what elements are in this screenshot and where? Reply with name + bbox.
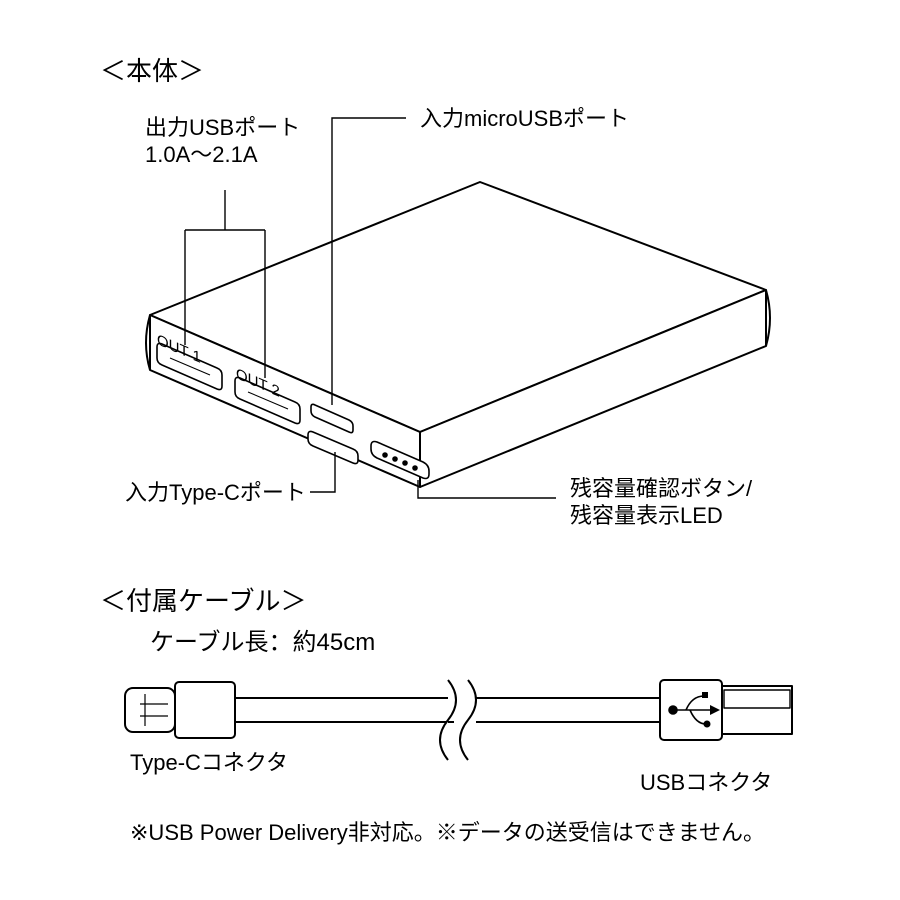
cable-drawing bbox=[125, 680, 792, 760]
section1-title: ＜本体＞ bbox=[100, 56, 204, 86]
typec-connector bbox=[125, 682, 235, 738]
callout-led-2: 残容量表示LED bbox=[570, 503, 723, 528]
usba-label: USBコネクタ bbox=[640, 770, 772, 795]
section2-title: ＜付属ケーブル＞ bbox=[100, 586, 306, 616]
device-body bbox=[146, 182, 770, 487]
footnote: ※USB Power Delivery非対応。※データの送受信はできません。 bbox=[130, 820, 765, 845]
cable-length-label: ケーブル長：約45cm bbox=[150, 629, 375, 656]
callout-usb-out-1: 出力USBポート bbox=[145, 115, 300, 140]
callout-led-1: 残容量確認ボタン/ bbox=[570, 476, 753, 501]
callout-micro: 入力microUSBポート bbox=[420, 106, 629, 131]
diagram-canvas: ＜本体＞ OUT 1 OUT 2 bbox=[0, 0, 900, 900]
typec-label: Type-Cコネクタ bbox=[130, 750, 288, 775]
callout-typec: 入力Type-Cポート bbox=[125, 480, 306, 505]
usba-connector bbox=[660, 680, 792, 740]
callout-usb-out-2: 1.0A〜2.1A bbox=[145, 142, 258, 167]
